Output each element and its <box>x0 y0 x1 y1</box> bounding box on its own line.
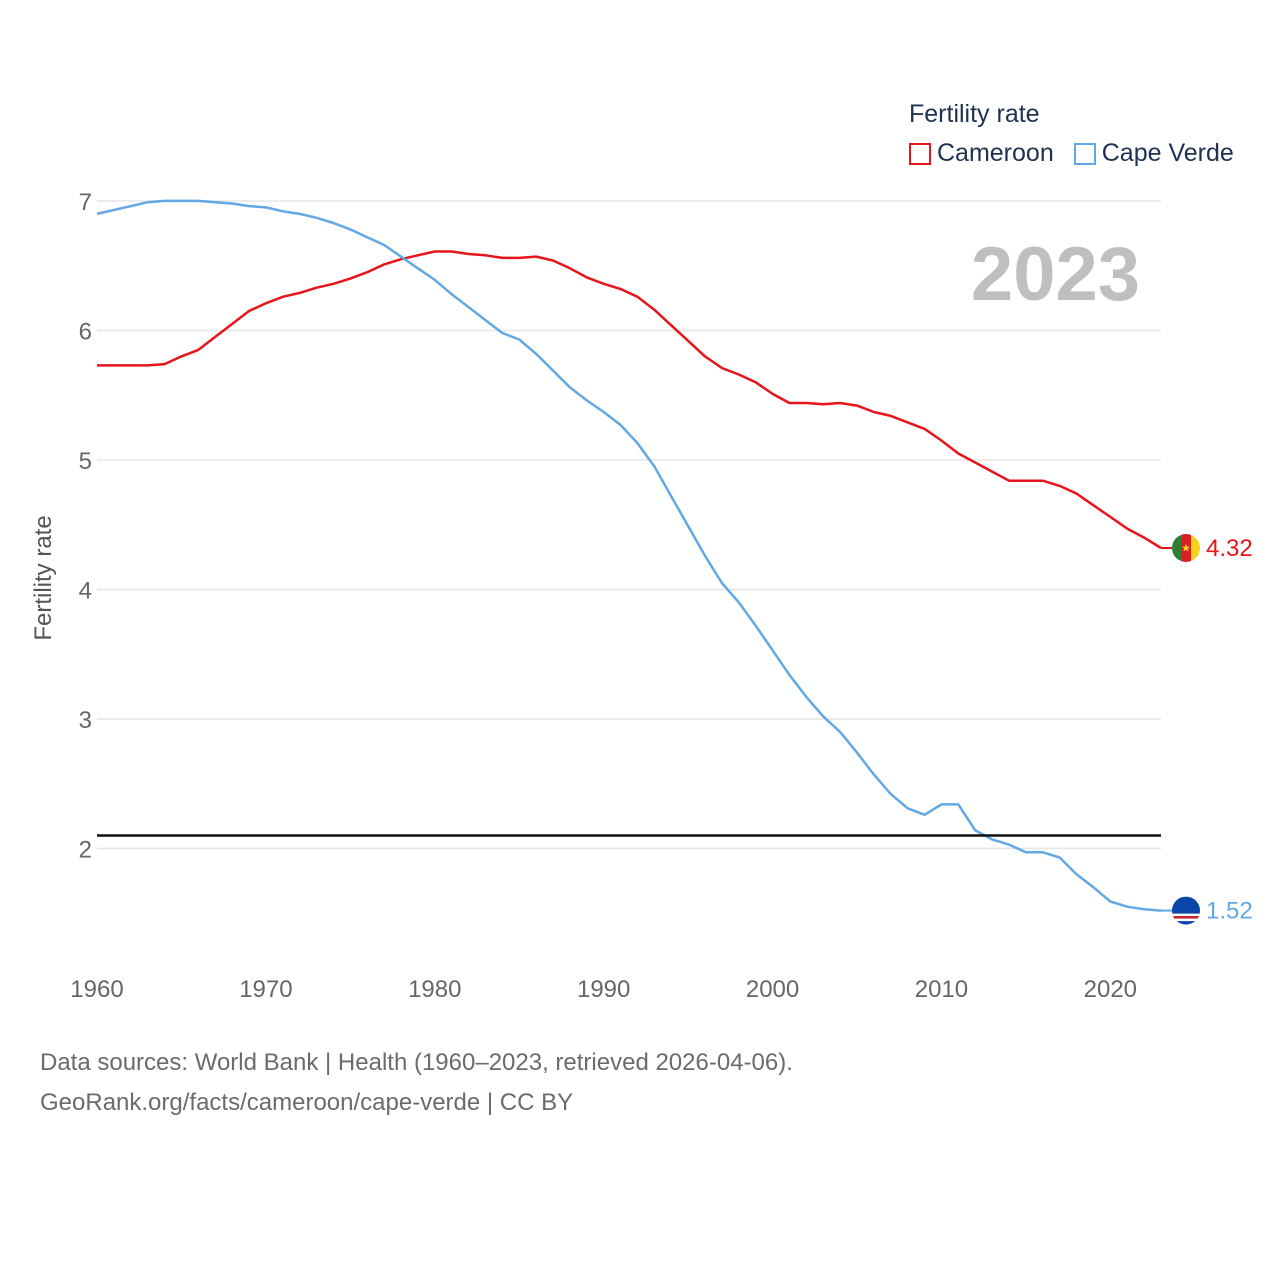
legend-swatch-cape-verde <box>1073 142 1096 165</box>
y-axis-label: Fertility rate <box>30 515 57 640</box>
y-axis-ticks: 2 3 4 5 6 7 <box>79 189 92 864</box>
x-tick-label-1980: 1980 <box>408 976 461 1003</box>
legend-label-cape-verde: Cape Verde <box>1101 139 1234 167</box>
y-tick-label-6: 6 <box>79 318 92 345</box>
y-tick-label-2: 2 <box>79 836 92 863</box>
grid-lines <box>97 200 1161 850</box>
legend-swatch-cameroon <box>909 142 931 165</box>
flag-icon-cape-verde <box>1172 896 1200 925</box>
x-tick-label-1960: 1960 <box>70 976 123 1003</box>
flag-icon-cameroon <box>1172 534 1200 562</box>
legend-label-cameroon: Cameroon <box>937 139 1054 167</box>
end-markers: 4.32 1.52 <box>1161 534 1253 925</box>
x-tick-label-1990: 1990 <box>577 976 630 1003</box>
y-tick-label-4: 4 <box>79 577 92 604</box>
year-label: 2023 <box>971 232 1140 317</box>
footer: Data sources: World Bank | Health (1960–… <box>40 1043 793 1123</box>
data-sources-text: Data sources: World Bank | Health (1960–… <box>40 1049 793 1076</box>
x-tick-label-2010: 2010 <box>915 976 968 1003</box>
x-tick-label-2000: 2000 <box>746 976 799 1003</box>
end-value-label-cameroon: 4.32 <box>1206 535 1253 562</box>
x-tick-label-1970: 1970 <box>239 976 292 1003</box>
fertility-rate-chart: 2 3 4 5 6 7 1960 1970 1980 1990 2000 2010 2020 Fert… <box>30 189 1253 1003</box>
legend-items: Cameroon Cape Verde <box>909 139 1234 168</box>
x-tick-label-2020: 2020 <box>1084 976 1137 1003</box>
y-tick-label-3: 3 <box>79 707 92 734</box>
legend-item-cape-verde[interactable]: Cape Verde <box>1073 139 1234 168</box>
series-line-cameroon <box>97 250 1162 550</box>
legend-item-cameroon[interactable]: Cameroon <box>909 139 1054 168</box>
y-tick-label-7: 7 <box>79 189 92 216</box>
x-axis-ticks: 1960 1970 1980 1990 2000 2010 2020 <box>70 976 1137 1003</box>
y-tick-label-5: 5 <box>79 448 92 475</box>
legend-title: Fertility rate <box>909 100 1040 128</box>
end-value-label-cape-verde: 1.52 <box>1206 898 1253 925</box>
source-link-text[interactable]: GeoRank.org/facts/cameroon/cape-verde | … <box>40 1089 574 1116</box>
legend: Fertility rate Cameroon Cape Verde <box>909 100 1234 168</box>
